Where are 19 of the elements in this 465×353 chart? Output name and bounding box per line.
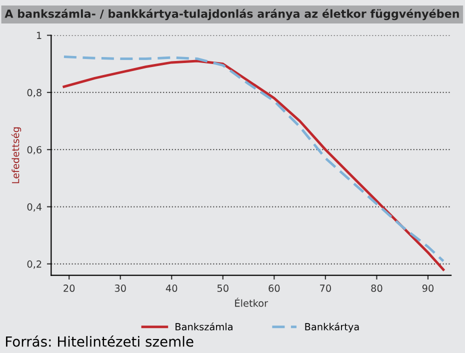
x-tick-label: 60 — [268, 284, 280, 292]
y-tick-label: 0,8 — [27, 88, 42, 98]
legend-label: Bankkártya — [305, 322, 359, 332]
x-tick-label: 80 — [371, 284, 382, 292]
y-tick-label: 0,2 — [27, 260, 42, 269]
legend-label: Bankszámla — [176, 322, 232, 330]
y-tick-label: 1 — [37, 32, 42, 39]
x-tick-label: 90 — [422, 284, 434, 292]
y-tick-label: 0,4 — [27, 203, 42, 212]
chart-title: A bankszámla- / bankkártya-tulajdonlás aránya az életkor függvényében — [4, 8, 459, 20]
x-tick-label: 30 — [114, 284, 126, 292]
y-tick-label: 0,6 — [27, 146, 42, 154]
x-tick-label: 50 — [217, 284, 228, 292]
x-tick-label: 20 — [64, 284, 75, 292]
y-axis-title: Lefedettség — [11, 127, 22, 184]
x-tick-label: 70 — [320, 284, 331, 292]
x-tick-label: 40 — [166, 284, 178, 292]
x-axis-title: Életkor — [235, 298, 268, 307]
text: Forrás: Hitelintézeti szemle — [6, 335, 194, 347]
